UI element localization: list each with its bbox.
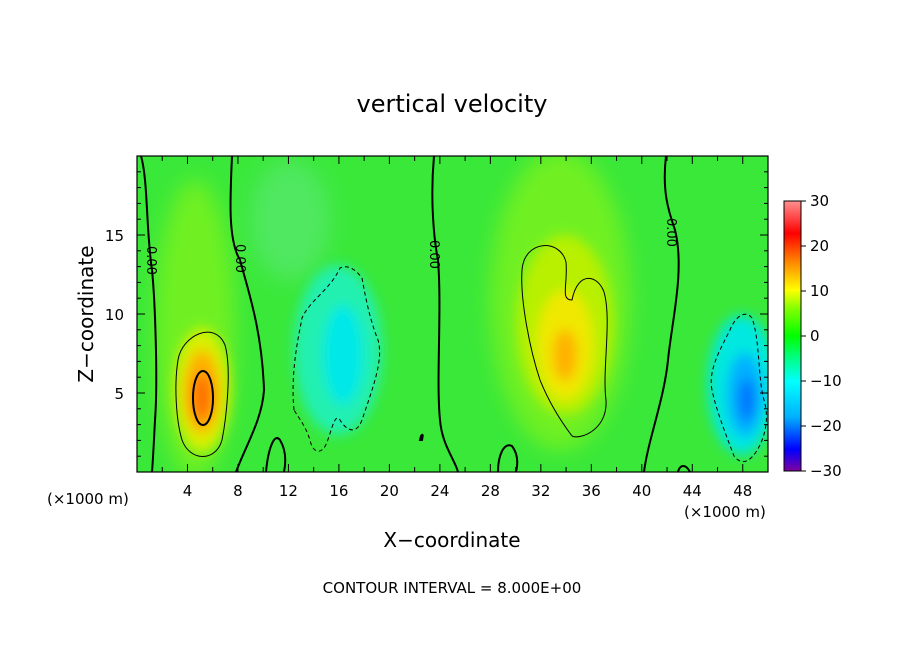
zero-contour-2 — [229, 156, 266, 472]
y-tick-label: 5 — [114, 385, 124, 403]
zero-contour-1 — [140, 156, 158, 472]
x-tick-label: 28 — [481, 482, 500, 500]
zero-contour-3 — [431, 156, 459, 472]
x-axis — [161, 156, 744, 472]
colorbar-tick-label: 30 — [810, 192, 829, 210]
zero-contour-small-2 — [497, 444, 519, 472]
contour-plus8-updraft-2 — [521, 245, 608, 438]
colorbar-tick-label: 20 — [810, 237, 829, 255]
updraft-1-core — [192, 373, 212, 421]
colorbar-labels: 30 20 10 0 −10 −20 −30 — [810, 192, 842, 480]
contour-label-3: 0.00 — [426, 240, 441, 269]
y-axis-label: Z−coordinate — [74, 245, 98, 382]
zero-contour-small-4 — [677, 465, 691, 472]
colorbar-tick-label: −30 — [810, 462, 842, 480]
y-tick-label: 15 — [105, 227, 124, 245]
contour-label-4: 0.00 — [663, 218, 678, 247]
x-tick-label: 8 — [233, 482, 243, 500]
x-tick-label: 40 — [632, 482, 651, 500]
contour-minus8-downdraft-1 — [292, 266, 381, 452]
y-tick-label: 10 — [105, 306, 124, 324]
plot-area: 0.00 0.00 0.00 0.00 — [137, 156, 768, 472]
x-unit-left: (×1000 m) — [47, 490, 129, 508]
x-unit-right: (×1000 m) — [684, 503, 766, 521]
contour-minus8-downdraft-2 — [710, 313, 767, 462]
x-tick-label: 48 — [733, 482, 752, 500]
x-tick-label: 16 — [329, 482, 348, 500]
zero-contour-small-3 — [418, 433, 424, 441]
contour-plus16-updraft-1 — [192, 370, 214, 426]
x-tick-label: 12 — [279, 482, 298, 500]
contour-label-1: 0.00 — [143, 246, 158, 275]
x-tick-label: 32 — [531, 482, 550, 500]
y-tick-labels: 5 10 15 — [105, 227, 124, 403]
x-tick-label: 4 — [183, 482, 193, 500]
colorbar-tick-label: −10 — [810, 372, 842, 390]
x-tick-label: 36 — [582, 482, 601, 500]
x-tick-label: 24 — [430, 482, 449, 500]
downdraft-2-core — [739, 378, 755, 422]
x-tick-labels: 4 8 12 16 20 24 28 32 36 40 44 48 — [183, 482, 753, 500]
zero-contour-4 — [643, 156, 680, 472]
colorbar-tick-label: 10 — [810, 282, 829, 300]
contour-interval-note: CONTOUR INTERVAL = 8.000E+00 — [323, 579, 582, 597]
light-area-1 — [250, 160, 330, 280]
x-tick-label: 44 — [683, 482, 702, 500]
downdraft-1-core — [323, 305, 363, 405]
contour-plus8-updraft-1 — [175, 331, 229, 457]
y-axis — [137, 171, 768, 457]
colorbar-tick-label: 0 — [810, 327, 820, 345]
updraft-2-core — [553, 329, 577, 381]
contour-label-2: 0.00 — [232, 244, 247, 273]
colorbar-gradient — [783, 200, 802, 472]
x-axis-label: X−coordinate — [383, 528, 520, 552]
field-background — [137, 156, 768, 472]
colorbar-tick-label: −20 — [810, 417, 842, 435]
colorbar-ticks — [801, 200, 806, 472]
x-tick-label: 20 — [380, 482, 399, 500]
chart-title: vertical velocity — [357, 90, 548, 118]
colorbar: 30 20 10 0 −10 −20 −30 — [783, 192, 842, 480]
zero-contour-small-1 — [265, 437, 287, 472]
